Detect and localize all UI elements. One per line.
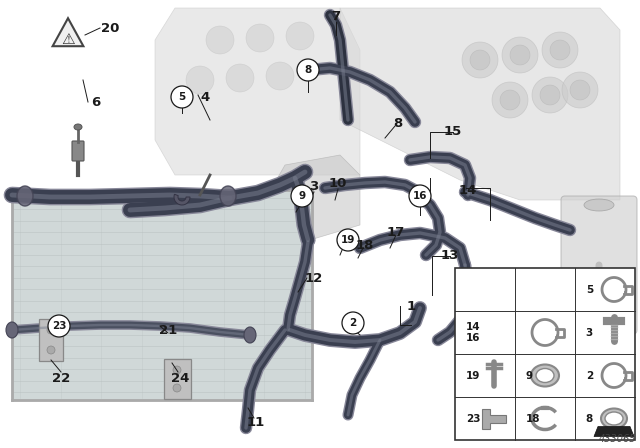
Polygon shape bbox=[52, 18, 83, 46]
Text: 14
16: 14 16 bbox=[466, 322, 481, 343]
Circle shape bbox=[540, 85, 560, 105]
Text: 5: 5 bbox=[179, 92, 186, 102]
Text: 8: 8 bbox=[305, 65, 312, 75]
Circle shape bbox=[492, 82, 528, 118]
Circle shape bbox=[173, 366, 181, 374]
Text: 5: 5 bbox=[586, 284, 593, 294]
Text: 2: 2 bbox=[349, 318, 356, 328]
Circle shape bbox=[462, 42, 498, 78]
Circle shape bbox=[500, 90, 520, 110]
Text: 23: 23 bbox=[466, 414, 480, 423]
Circle shape bbox=[48, 315, 70, 337]
Circle shape bbox=[470, 50, 490, 70]
Circle shape bbox=[510, 45, 530, 65]
Text: 9: 9 bbox=[526, 370, 533, 380]
Circle shape bbox=[186, 66, 214, 94]
Circle shape bbox=[47, 326, 55, 334]
Polygon shape bbox=[482, 409, 506, 428]
FancyBboxPatch shape bbox=[164, 359, 191, 399]
Text: 18: 18 bbox=[356, 238, 374, 251]
Text: 1: 1 bbox=[406, 300, 415, 313]
Text: ⚠: ⚠ bbox=[61, 31, 75, 47]
FancyBboxPatch shape bbox=[12, 190, 312, 400]
Text: 6: 6 bbox=[92, 95, 100, 108]
Text: 16: 16 bbox=[413, 191, 428, 201]
Polygon shape bbox=[594, 426, 634, 436]
Text: 9: 9 bbox=[298, 191, 305, 201]
Text: 10: 10 bbox=[329, 177, 347, 190]
Text: 20: 20 bbox=[101, 22, 119, 34]
Circle shape bbox=[338, 233, 352, 247]
Ellipse shape bbox=[536, 369, 554, 383]
Ellipse shape bbox=[74, 124, 82, 130]
Circle shape bbox=[297, 59, 319, 81]
Text: 24: 24 bbox=[171, 371, 189, 384]
FancyBboxPatch shape bbox=[561, 196, 637, 334]
Circle shape bbox=[337, 229, 359, 251]
Text: 3: 3 bbox=[586, 327, 593, 337]
Text: 23: 23 bbox=[52, 321, 67, 331]
Ellipse shape bbox=[244, 327, 256, 343]
FancyBboxPatch shape bbox=[39, 319, 63, 361]
Circle shape bbox=[550, 40, 570, 60]
Text: 15: 15 bbox=[444, 125, 462, 138]
Ellipse shape bbox=[6, 322, 18, 338]
Text: 8: 8 bbox=[394, 116, 403, 129]
Text: 17: 17 bbox=[387, 225, 405, 238]
Circle shape bbox=[246, 24, 274, 52]
Text: 8: 8 bbox=[586, 414, 593, 423]
Text: 13: 13 bbox=[441, 249, 459, 262]
Circle shape bbox=[291, 185, 313, 207]
Text: 12: 12 bbox=[305, 271, 323, 284]
Circle shape bbox=[206, 26, 234, 54]
Ellipse shape bbox=[531, 365, 559, 387]
Polygon shape bbox=[265, 155, 360, 240]
FancyBboxPatch shape bbox=[72, 141, 84, 161]
Circle shape bbox=[562, 72, 598, 108]
Circle shape bbox=[286, 22, 314, 50]
Text: 18: 18 bbox=[526, 414, 540, 423]
Circle shape bbox=[542, 32, 578, 68]
Ellipse shape bbox=[346, 314, 360, 332]
Ellipse shape bbox=[605, 412, 623, 425]
Text: 14: 14 bbox=[459, 184, 477, 197]
Circle shape bbox=[173, 384, 181, 392]
Circle shape bbox=[409, 185, 431, 207]
Circle shape bbox=[226, 64, 254, 92]
Text: 22: 22 bbox=[52, 371, 70, 384]
Text: 11: 11 bbox=[247, 415, 265, 428]
Text: 19: 19 bbox=[341, 235, 355, 245]
Text: 3: 3 bbox=[309, 180, 319, 193]
Circle shape bbox=[502, 37, 538, 73]
Circle shape bbox=[171, 86, 193, 108]
Circle shape bbox=[532, 77, 568, 113]
Circle shape bbox=[47, 346, 55, 354]
Ellipse shape bbox=[220, 186, 236, 206]
Text: 433065: 433065 bbox=[598, 434, 636, 444]
Circle shape bbox=[342, 312, 364, 334]
Polygon shape bbox=[155, 8, 360, 175]
Text: 2: 2 bbox=[586, 370, 593, 380]
Text: 21: 21 bbox=[159, 323, 177, 336]
FancyBboxPatch shape bbox=[455, 268, 635, 440]
Text: 7: 7 bbox=[332, 9, 340, 22]
Wedge shape bbox=[174, 194, 190, 205]
Ellipse shape bbox=[584, 199, 614, 211]
Ellipse shape bbox=[601, 409, 627, 428]
Circle shape bbox=[266, 62, 294, 90]
Circle shape bbox=[570, 80, 590, 100]
Polygon shape bbox=[340, 8, 620, 200]
Text: 19: 19 bbox=[466, 370, 480, 380]
Text: 4: 4 bbox=[200, 90, 210, 103]
Ellipse shape bbox=[17, 186, 33, 206]
